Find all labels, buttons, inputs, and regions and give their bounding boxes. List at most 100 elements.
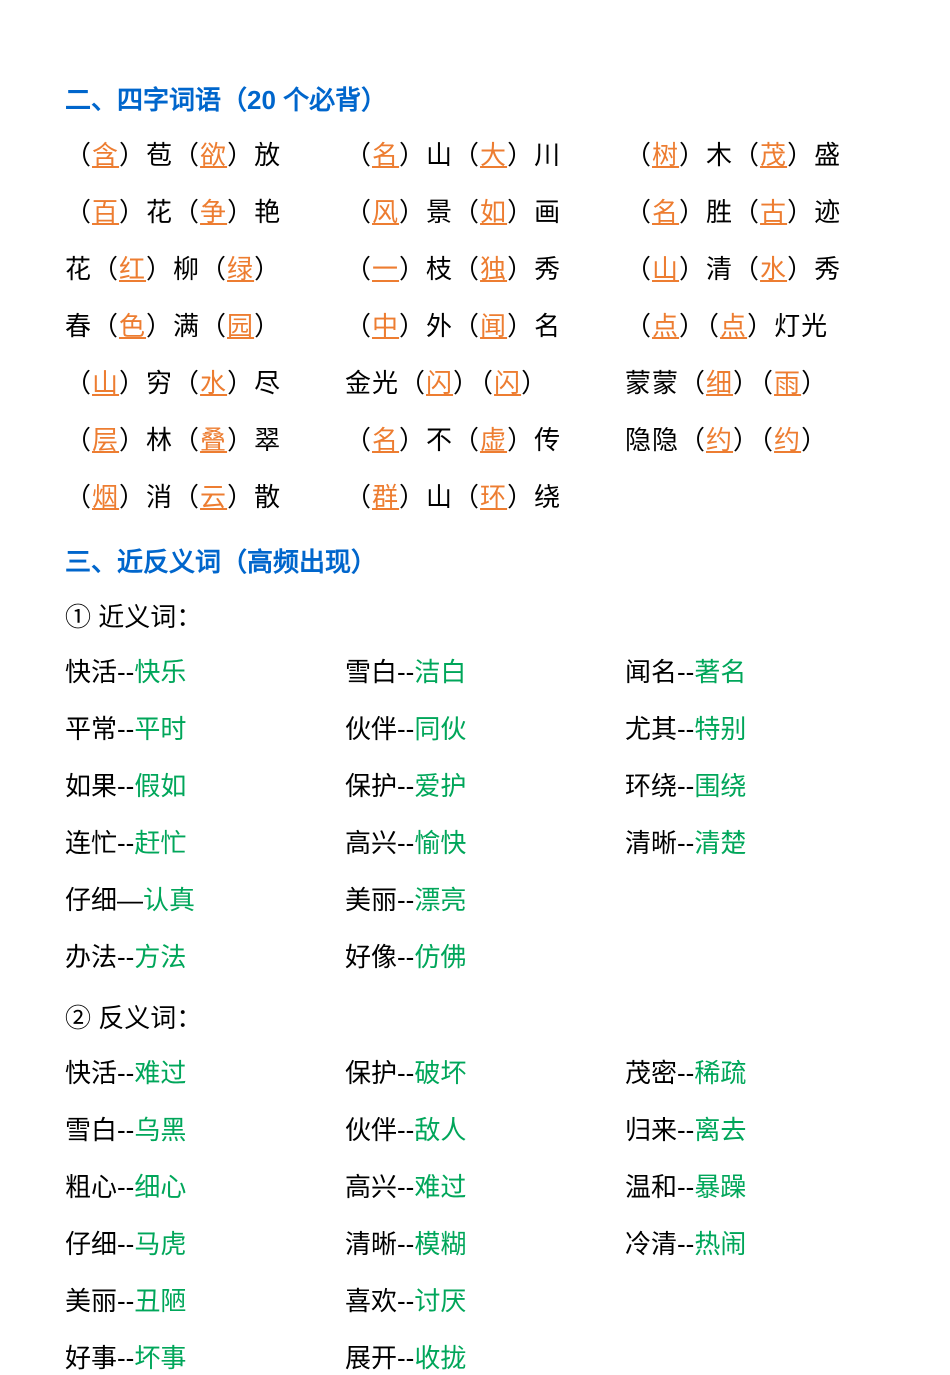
synonym-pair: 环绕--围绕	[625, 766, 885, 803]
idiom-fill-char: 闻	[480, 311, 507, 341]
idiom-item: 隐隐（约）（约）	[625, 420, 885, 457]
pair-sep: —	[117, 885, 143, 915]
pair-answer: 爱护	[414, 771, 466, 801]
idiom-fill-char: 百	[92, 197, 119, 227]
synonym-pair: 仔细—认真	[65, 880, 325, 917]
pair-answer: 洁白	[414, 657, 466, 687]
idiom-fill-char: 烟	[92, 482, 119, 512]
idiom-item: 蒙蒙（细）（雨）	[625, 363, 885, 400]
idiom-text: （	[65, 140, 92, 170]
idiom-text: ）绕	[507, 482, 561, 512]
idiom-text: ）秀	[787, 254, 841, 284]
pair-sep: --	[117, 1058, 134, 1088]
idiom-fill-char: 点	[652, 311, 679, 341]
pair-sep: --	[677, 828, 694, 858]
pair-base: 保护	[345, 1058, 397, 1088]
synonym-pair: 清晰--清楚	[625, 823, 885, 860]
pair-answer: 丑陋	[134, 1286, 186, 1316]
synonym-pair: 好像--仿佛	[345, 937, 605, 974]
idiom-fill-char: 约	[774, 425, 801, 455]
idiom-text: ）花（	[119, 197, 200, 227]
idiom-fill-char: 大	[480, 140, 507, 170]
pair-sep: --	[397, 714, 414, 744]
idiom-fill-char: 细	[706, 368, 733, 398]
idiom-text: ）（	[733, 425, 774, 455]
pair-answer: 热闹	[694, 1229, 746, 1259]
idiom-fill-char: 点	[720, 311, 747, 341]
pair-sep: --	[677, 1115, 694, 1145]
pair-base: 快活	[65, 657, 117, 687]
antonym-pair: 温和--暴躁	[625, 1167, 885, 1204]
idiom-text: ）（	[733, 368, 774, 398]
antonym-pair: 雪白--乌黑	[65, 1110, 325, 1147]
synonym-pair: 尤其--特别	[625, 709, 885, 746]
section-3-heading: 三、近反义词（高频出现）	[65, 542, 885, 579]
idiom-item: （百）花（争）艳	[65, 192, 325, 229]
pair-sep: --	[117, 1172, 134, 1202]
idiom-text: ）山（	[399, 140, 480, 170]
pair-answer: 仿佛	[414, 942, 466, 972]
idiom-fill-char: 风	[372, 197, 399, 227]
idiom-text: ）艳	[227, 197, 281, 227]
section-2-heading: 二、四字词语（20 个必背）	[65, 80, 885, 117]
synonym-pair: 办法--方法	[65, 937, 325, 974]
idiom-item: （中）外（闻）名	[345, 306, 605, 343]
idiom-item: （名）不（虚）传	[345, 420, 605, 457]
idiom-fill-char: 园	[227, 311, 254, 341]
pair-sep: --	[117, 657, 134, 687]
idiom-text: ）	[521, 368, 548, 398]
pair-answer: 赶忙	[134, 828, 186, 858]
idiom-item: （含）苞（欲）放	[65, 135, 325, 172]
pair-answer: 认真	[143, 885, 195, 915]
pair-answer: 特别	[694, 714, 746, 744]
idiom-text: ）	[254, 254, 281, 284]
pair-base: 连忙	[65, 828, 117, 858]
pair-base: 温和	[625, 1172, 677, 1202]
idiom-fill-char: 闪	[494, 368, 521, 398]
idiom-item: （一）枝（独）秀	[345, 249, 605, 286]
antonyms-grid: 快活--难过保护--破坏茂密--稀疏雪白--乌黑伙伴--敌人归来--离去粗心--…	[65, 1053, 885, 1375]
pair-base: 快活	[65, 1058, 117, 1088]
pair-sep: --	[397, 1286, 414, 1316]
pair-base: 环绕	[625, 771, 677, 801]
pair-answer: 著名	[694, 657, 746, 687]
idiom-text: ）	[801, 425, 828, 455]
idiom-item: 春（色）满（园）	[65, 306, 325, 343]
pair-answer: 模糊	[414, 1229, 466, 1259]
idiom-text: ）（	[679, 311, 720, 341]
pair-base: 清晰	[345, 1229, 397, 1259]
idiom-fill-char: 环	[480, 482, 507, 512]
pair-answer: 围绕	[694, 771, 746, 801]
idiom-grid: （含）苞（欲）放（名）山（大）川（树）木（茂）盛（百）花（争）艳（风）景（如）画…	[65, 135, 885, 514]
pair-answer: 平时	[134, 714, 186, 744]
idiom-item: （名）胜（古）迹	[625, 192, 885, 229]
idiom-text: ）穷（	[119, 368, 200, 398]
idiom-item: （山）清（水）秀	[625, 249, 885, 286]
synonym-pair: 平常--平时	[65, 709, 325, 746]
idiom-text: ）清（	[679, 254, 760, 284]
idiom-text: ）木（	[679, 140, 760, 170]
idiom-text: （	[625, 197, 652, 227]
idiom-text: 金光（	[345, 368, 426, 398]
idiom-text: ）翠	[227, 425, 281, 455]
pair-sep: --	[397, 1229, 414, 1259]
pair-answer: 同伙	[414, 714, 466, 744]
pair-sep: --	[117, 828, 134, 858]
idiom-text: 隐隐（	[625, 425, 706, 455]
pair-base: 仔细	[65, 1229, 117, 1259]
synonym-pair: 雪白--洁白	[345, 652, 605, 689]
pair-sep: --	[677, 657, 694, 687]
idiom-fill-char: 层	[92, 425, 119, 455]
synonym-pair: 美丽--漂亮	[345, 880, 605, 917]
synonym-pair: 保护--爱护	[345, 766, 605, 803]
pair-answer: 愉快	[414, 828, 466, 858]
pair-answer: 快乐	[134, 657, 186, 687]
idiom-text: （	[625, 140, 652, 170]
pair-sep: --	[677, 714, 694, 744]
idiom-item: （烟）消（云）散	[65, 477, 325, 514]
pair-sep: --	[117, 1286, 134, 1316]
pair-base: 闻名	[625, 657, 677, 687]
pair-base: 仔细	[65, 885, 117, 915]
synonym-pair: 伙伴--同伙	[345, 709, 605, 746]
pair-answer: 讨厌	[414, 1286, 466, 1316]
